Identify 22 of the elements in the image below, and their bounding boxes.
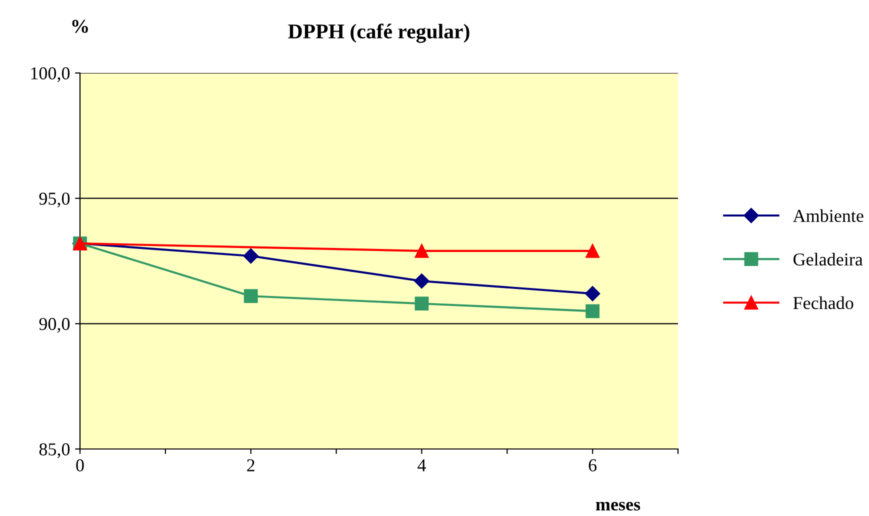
chart-title: DPPH (café regular) [288,24,470,43]
y-tick-label: 95,0 [39,192,70,208]
y-tick-label: 90,0 [39,318,70,333]
point [585,286,600,302]
y-axis-title: % [72,20,88,33]
x-tick-label: 0 [76,459,84,472]
legend-label: Ambiente [792,209,864,222]
point [586,304,600,318]
x-tick-label: 2 [247,459,254,472]
y-tick-label: 85,0 [39,443,70,458]
point [414,244,429,258]
legend-label: Fechado [793,296,854,310]
x-tick-label: 6 [588,459,597,472]
point [414,296,429,311]
point [243,248,258,264]
point [586,244,600,258]
y-tick-label: 100,0 [31,67,70,82]
point [244,289,258,304]
x-tick-label: 4 [418,459,426,472]
point [414,273,430,289]
x-axis-title: meses [596,502,640,511]
legend-label: Geladeira [794,252,863,266]
